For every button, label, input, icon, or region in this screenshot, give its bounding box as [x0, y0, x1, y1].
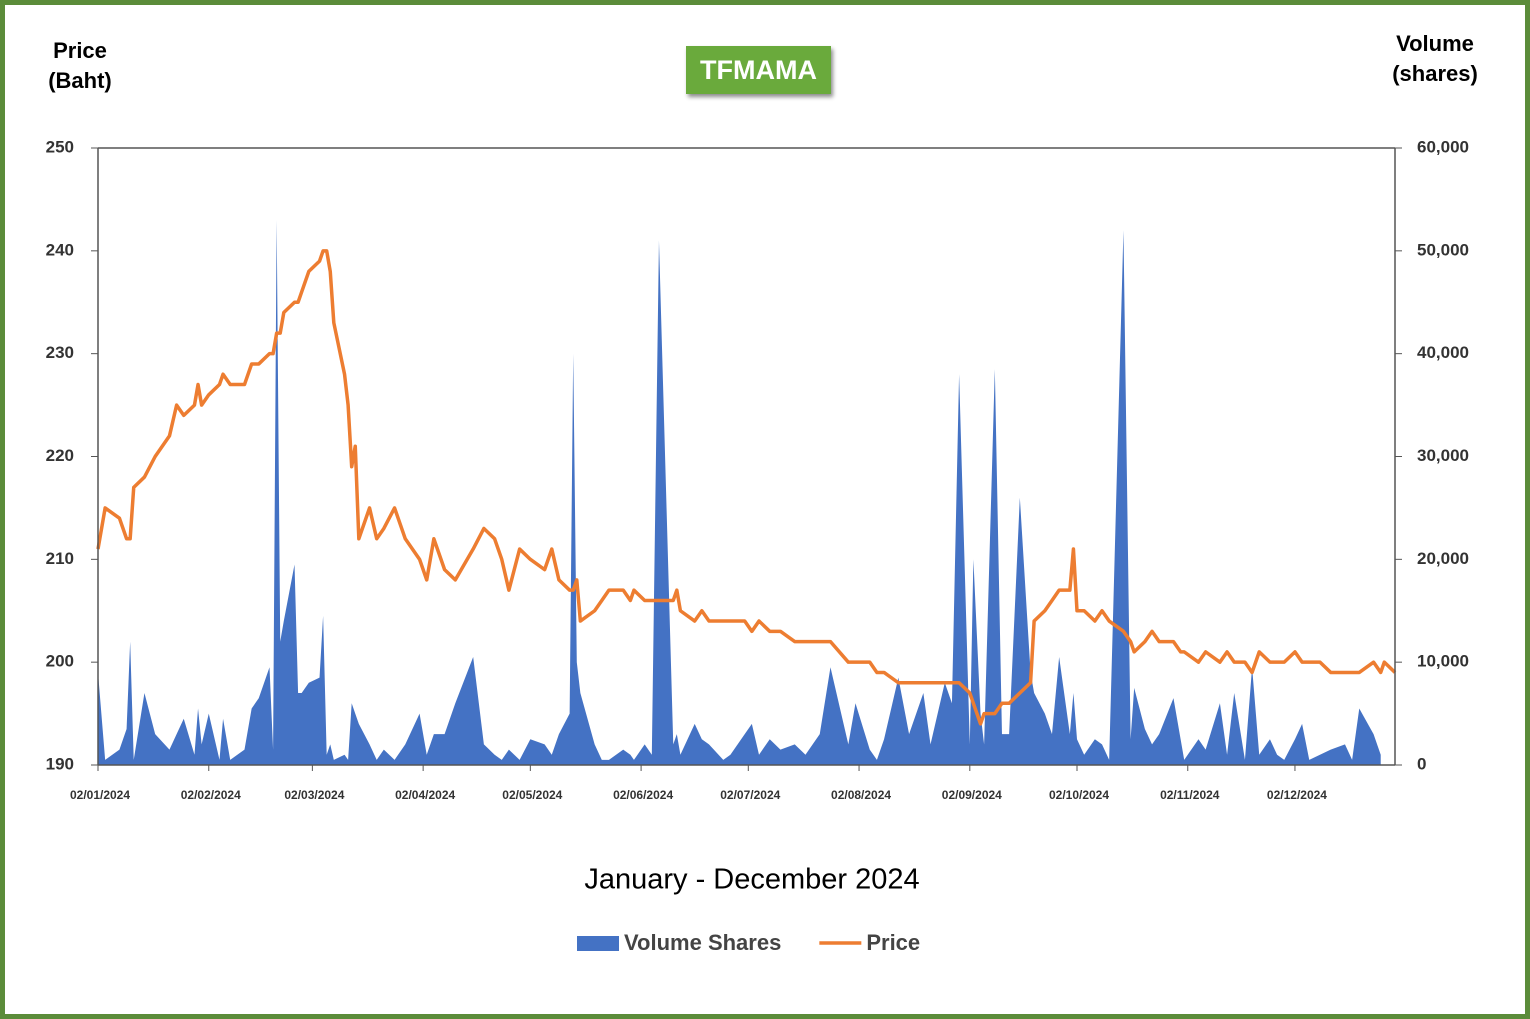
- y-tick-label: 220: [46, 446, 74, 465]
- x-tick-label: 02/07/2024: [720, 788, 780, 802]
- price-line: [96, 249, 1397, 726]
- y2-tick-label: 30,000: [1417, 446, 1469, 465]
- x-tick-label: 02/12/2024: [1267, 788, 1327, 802]
- y-tick-label: 190: [46, 754, 74, 773]
- x-tick-label: 02/02/2024: [181, 788, 241, 802]
- x-tick-label: 02/01/2024: [70, 788, 130, 802]
- x-tick-label: 02/04/2024: [395, 788, 455, 802]
- x-tick-label: 02/05/2024: [502, 788, 562, 802]
- x-tick-label: 02/08/2024: [831, 788, 891, 802]
- legend-swatch: [577, 936, 619, 951]
- y-tick-label: 230: [46, 343, 74, 362]
- legend-label: Volume Shares: [624, 930, 781, 955]
- y2-tick-label: 20,000: [1417, 549, 1469, 568]
- y-tick-label: 240: [46, 240, 74, 259]
- volume-area: [98, 219, 1381, 765]
- y-tick-label: 210: [46, 549, 74, 568]
- chart-title: TFMAMA: [686, 46, 831, 94]
- x-tick-label: 02/03/2024: [284, 788, 344, 802]
- y2-tick-label: 0: [1417, 754, 1426, 773]
- y-tick-label: 250: [46, 137, 74, 156]
- x-tick-label: 02/06/2024: [613, 788, 673, 802]
- x-tick-label: 02/10/2024: [1049, 788, 1109, 802]
- y2-tick-label: 50,000: [1417, 240, 1469, 259]
- y-tick-label: 200: [46, 652, 74, 671]
- y2-tick-label: 60,000: [1417, 137, 1469, 156]
- x-tick-label: 02/09/2024: [942, 788, 1002, 802]
- x-axis-title: January - December 2024: [584, 864, 919, 896]
- y2-tick-label: 10,000: [1417, 652, 1469, 671]
- legend-label: Price: [866, 930, 920, 955]
- y2-tick-label: 40,000: [1417, 343, 1469, 362]
- x-tick-label: 02/11/2024: [1160, 788, 1220, 802]
- y-axis-title: Price (Baht): [48, 38, 112, 93]
- y2-axis-title: Volume (shares): [1392, 31, 1478, 86]
